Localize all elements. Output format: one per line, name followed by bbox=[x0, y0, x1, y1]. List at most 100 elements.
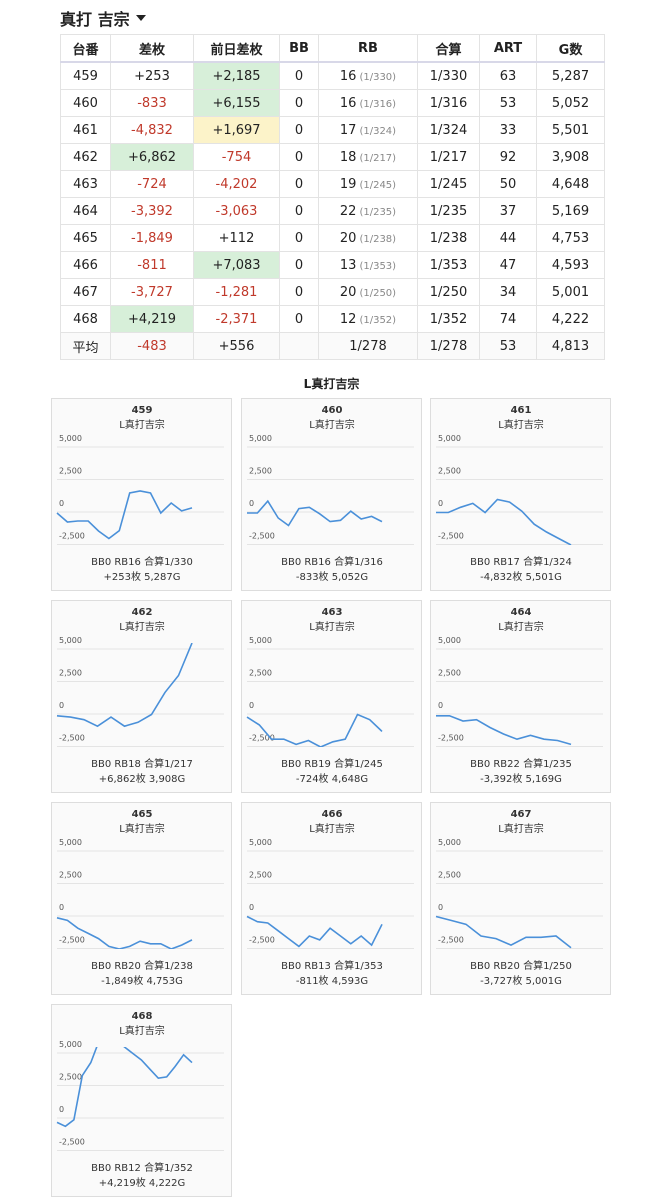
cell: -1,281 bbox=[193, 278, 280, 306]
y-tick-label: 2,500 bbox=[249, 871, 272, 880]
cell: -2,371 bbox=[193, 305, 280, 333]
cell-text: 5,001 bbox=[551, 284, 590, 300]
cell-text: 4,593 bbox=[551, 257, 590, 273]
cell-text: 5,169 bbox=[551, 203, 590, 219]
cell-text: 44 bbox=[499, 230, 517, 246]
cell-text: 464 bbox=[73, 203, 98, 219]
cell-text: 0 bbox=[294, 257, 304, 273]
y-tick-label: -2,500 bbox=[438, 734, 464, 743]
chart-footer: -3,727枚 5,001G bbox=[480, 974, 562, 987]
cell-text: 1/250 bbox=[429, 284, 468, 300]
y-tick-label: 0 bbox=[249, 903, 254, 912]
cell: 1/238 bbox=[417, 224, 480, 252]
cell-text: -4,832 bbox=[131, 122, 173, 138]
cell: 12 (1/352) bbox=[318, 305, 418, 333]
rb-rate: (1/217) bbox=[359, 152, 397, 164]
cell-text: 19 bbox=[339, 176, 357, 192]
cell-text: 463 bbox=[73, 176, 98, 192]
chart: 466 L真打吉宗 5,000 2,500 0 -2,500 BB0 RB13 合算1/35… bbox=[246, 809, 414, 987]
dropdown-caret bbox=[135, 15, 146, 21]
cell: 462 bbox=[60, 143, 111, 171]
chart-subtitle: L真打吉宗 bbox=[119, 822, 165, 835]
cell: 465 bbox=[60, 224, 111, 252]
cell-text: 462 bbox=[73, 149, 98, 165]
cell: 53 bbox=[479, 89, 537, 117]
cell-text: 0 bbox=[294, 68, 304, 84]
chart-footer: BB0 RB12 合算1/352 bbox=[91, 1161, 193, 1174]
cell: 33 bbox=[479, 116, 537, 144]
rb-rate: (1/250) bbox=[359, 287, 397, 299]
cell: 4,648 bbox=[536, 170, 605, 198]
cell-text: 50 bbox=[499, 176, 517, 192]
cell: 19 (1/245) bbox=[318, 170, 418, 198]
cell: 18 (1/217) bbox=[318, 143, 418, 171]
y-tick-label: 2,500 bbox=[59, 669, 82, 678]
header[interactable]: 真打 吉宗 bbox=[60, 6, 146, 30]
cell: 460 bbox=[60, 89, 111, 117]
chart-subtitle: L真打吉宗 bbox=[498, 620, 544, 633]
rb-rate: (1/238) bbox=[359, 233, 397, 245]
cell-text: 平均 bbox=[72, 340, 99, 356]
cell: 74 bbox=[479, 305, 537, 333]
cell-text: 34 bbox=[499, 284, 517, 300]
table-row: 462 +6,862 -754 0 18 (1/217) 1/217 92 3,908 bbox=[60, 143, 605, 171]
cell-text: -483 bbox=[137, 338, 167, 354]
cell: +2,185 bbox=[193, 61, 280, 90]
cell-text: 4,222 bbox=[551, 311, 590, 327]
table-row: 467 -3,727 -1,281 0 20 (1/250) 1/250 34 5,001 bbox=[60, 278, 605, 306]
rb-rate: (1/330) bbox=[359, 71, 397, 83]
cell: 1/245 bbox=[417, 170, 480, 198]
column-header: ART bbox=[479, 34, 537, 63]
cell-text: 1/316 bbox=[429, 95, 468, 111]
y-tick-label: -2,500 bbox=[249, 936, 275, 945]
cell: 63 bbox=[479, 61, 537, 90]
chart-footer: BB0 RB20 合算1/250 bbox=[470, 959, 572, 972]
data-line bbox=[435, 915, 572, 949]
column-header: 差枚 bbox=[110, 34, 194, 63]
table-row: 463 -724 -4,202 0 19 (1/245) 1/245 50 4,648 bbox=[60, 170, 605, 198]
cell-text: 459 bbox=[73, 68, 98, 84]
cell-text: 12 bbox=[339, 311, 357, 327]
cell: 0 bbox=[279, 305, 319, 333]
y-tick-label: 2,500 bbox=[59, 871, 82, 880]
cell-text: 0 bbox=[294, 149, 304, 165]
cell-text: +4,219 bbox=[127, 311, 177, 327]
cell-text: 53 bbox=[499, 338, 517, 354]
cell-text: -754 bbox=[221, 149, 252, 165]
cell-text: 22 bbox=[339, 203, 357, 219]
table-row: 平均 -483 +556 1/278 1/278 53 4,813 bbox=[60, 332, 605, 360]
cell: -3,727 bbox=[110, 278, 194, 306]
y-tick-label: 5,000 bbox=[438, 838, 461, 847]
y-tick-label: 2,500 bbox=[438, 669, 461, 678]
cell: 20 (1/238) bbox=[318, 224, 418, 252]
cell: 1/353 bbox=[417, 251, 480, 279]
chart-footer: -1,849枚 4,753G bbox=[101, 974, 183, 987]
column-header: BB bbox=[279, 34, 319, 63]
chart-card: 464 L真打吉宗 5,000 2,500 0 -2,500 BB0 RB22 合算1/23… bbox=[430, 600, 611, 793]
chart: 467 L真打吉宗 5,000 2,500 0 -2,500 BB0 RB20 合算1/25… bbox=[435, 809, 603, 987]
chart-footer: +6,862枚 3,908G bbox=[99, 772, 186, 785]
cell-text: +1,697 bbox=[212, 122, 261, 138]
chart: 462 L真打吉宗 5,000 2,500 0 -2,500 BB0 RB18 合算1/21… bbox=[56, 607, 224, 785]
rb-rate: (1/316) bbox=[359, 98, 397, 110]
cell-text: 17 bbox=[339, 122, 357, 138]
rb-rate: (1/352) bbox=[359, 314, 397, 326]
chart: 459 L真打吉宗 5,000 2,500 0 -2,500 BB0 RB16 合算1/33… bbox=[56, 405, 224, 583]
column-header: 合算 bbox=[417, 34, 480, 63]
y-tick-label: 0 bbox=[438, 903, 443, 912]
chart: 463 L真打吉宗 5,000 2,500 0 -2,500 BB0 RB19 合算1/24… bbox=[246, 607, 414, 785]
chart-footer: +253枚 5,287G bbox=[103, 570, 180, 583]
y-tick-label: 0 bbox=[59, 1105, 64, 1114]
y-tick-label: 0 bbox=[59, 499, 64, 508]
cell: 0 bbox=[279, 251, 319, 279]
chart-footer: BB0 RB18 合算1/217 bbox=[91, 757, 193, 770]
cell-text: 63 bbox=[499, 68, 517, 84]
chart-title: 467 bbox=[511, 809, 532, 820]
rb-rate: (1/353) bbox=[359, 260, 397, 272]
y-tick-label: -2,500 bbox=[438, 532, 464, 541]
chart-title: 463 bbox=[322, 607, 343, 618]
header-title: 真打 吉宗 bbox=[60, 10, 130, 29]
cell: 467 bbox=[60, 278, 111, 306]
cell-text: 16 bbox=[339, 68, 357, 84]
cell: 44 bbox=[479, 224, 537, 252]
